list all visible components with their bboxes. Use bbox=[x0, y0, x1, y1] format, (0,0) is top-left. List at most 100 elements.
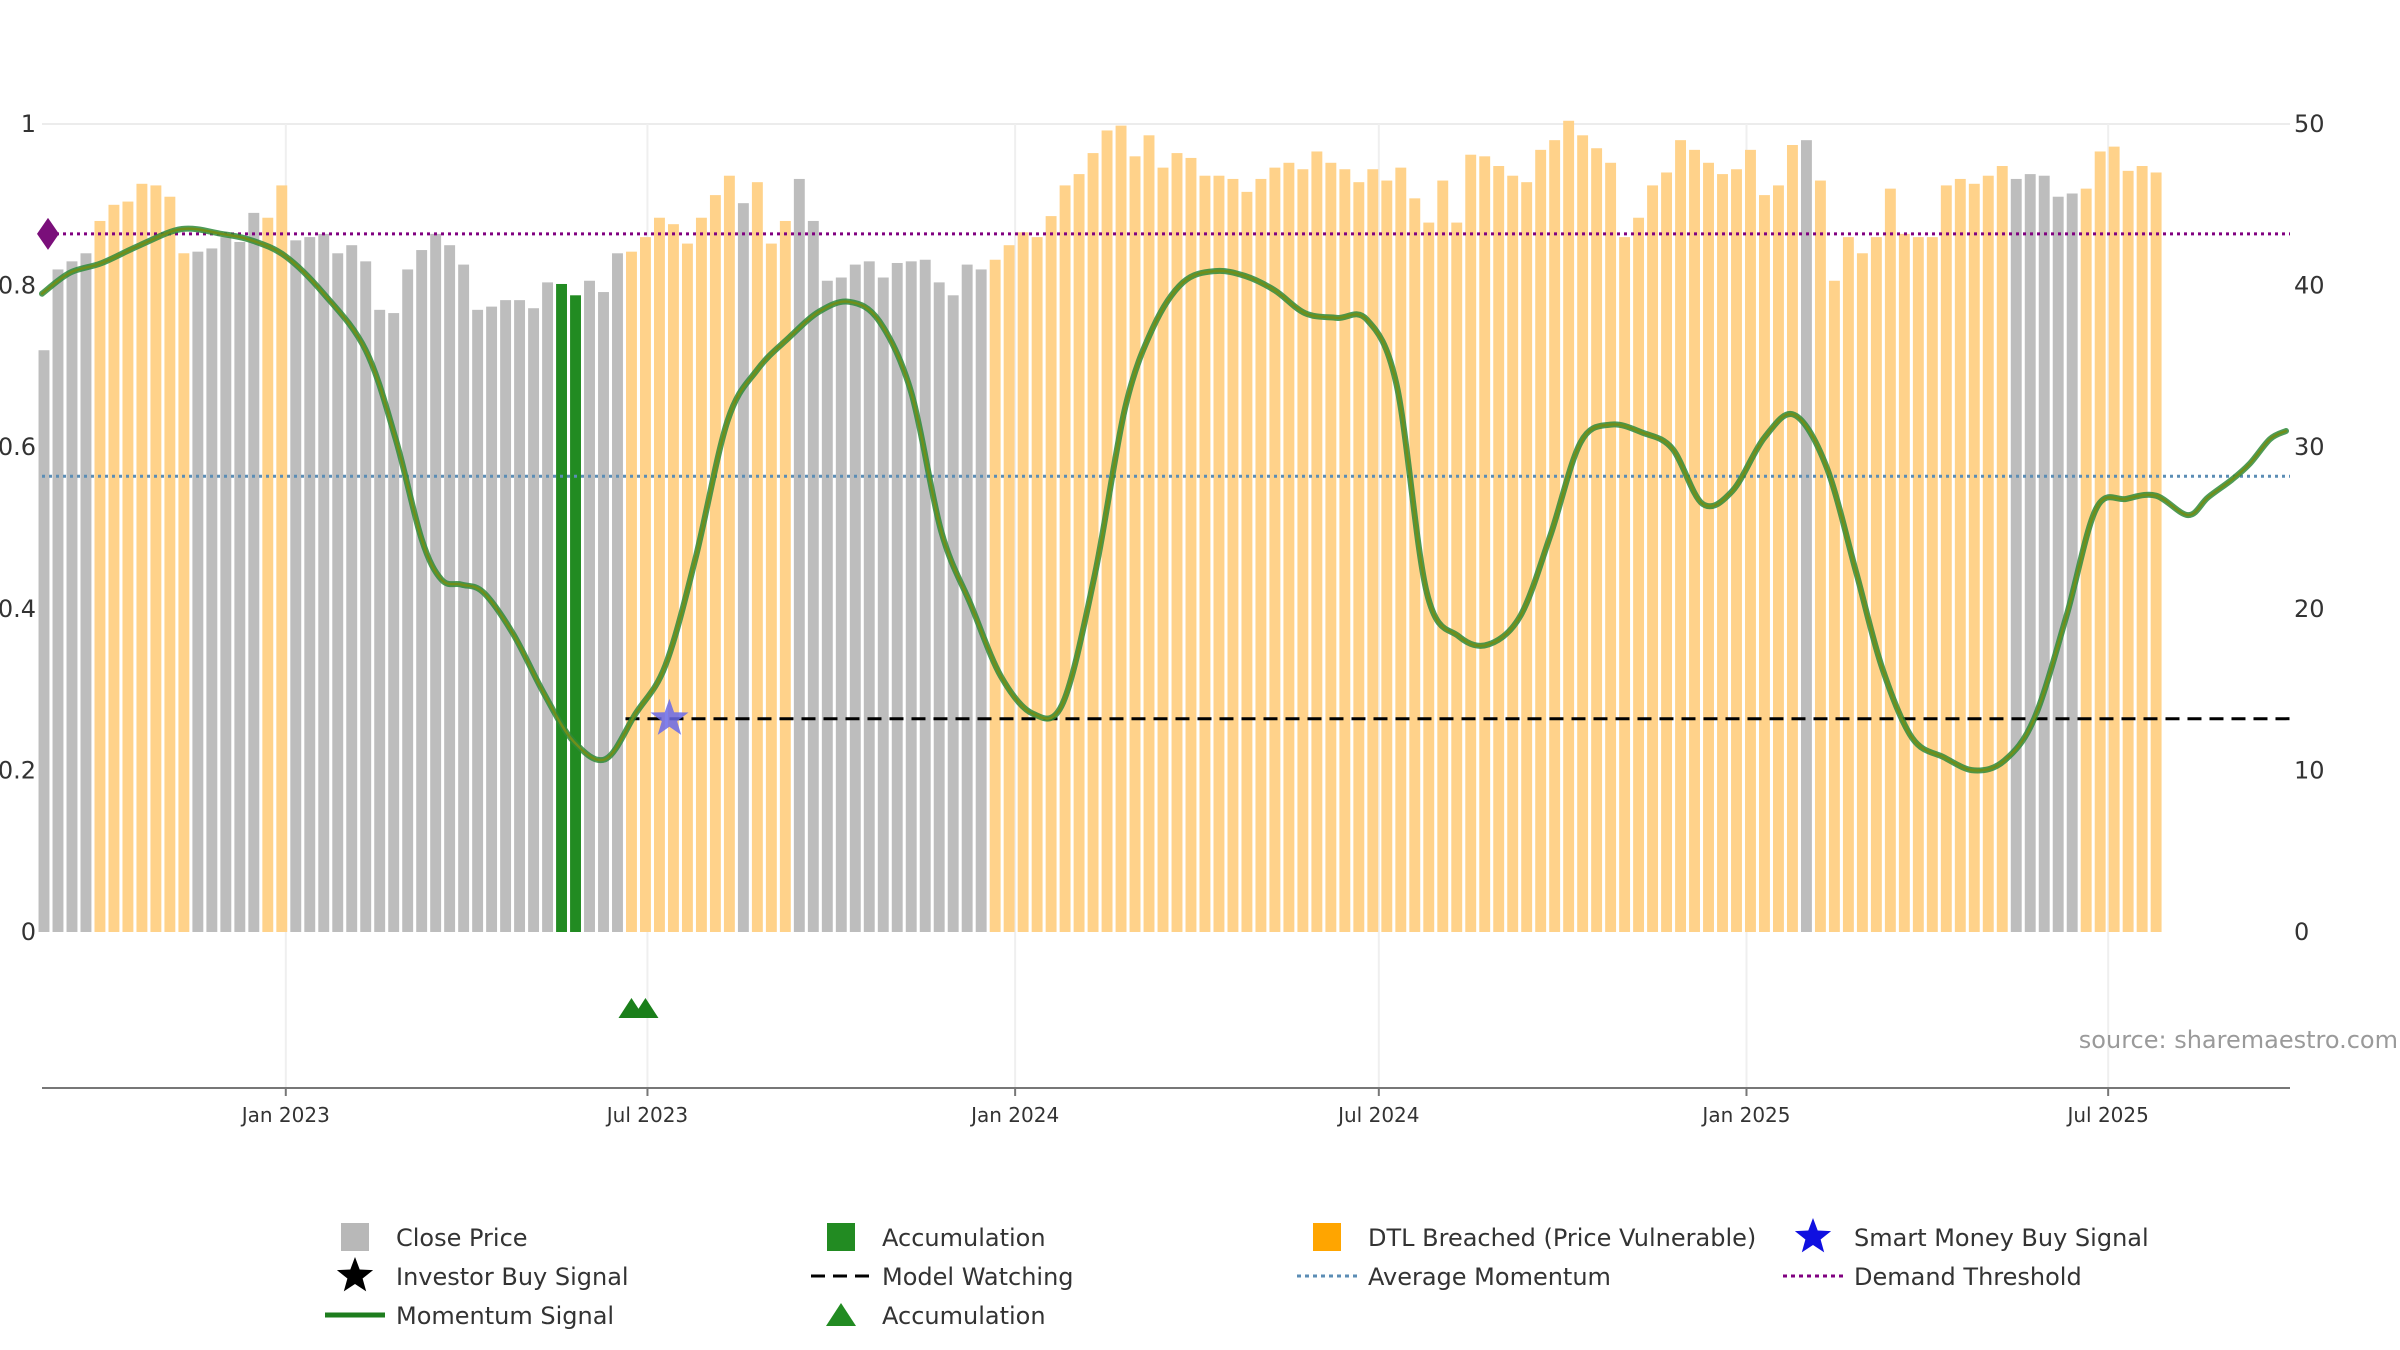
bar-close-price bbox=[53, 269, 64, 932]
bar-dtl-breached bbox=[1395, 168, 1406, 932]
bar-dtl-breached bbox=[150, 185, 161, 932]
legend-label: Investor Buy Signal bbox=[396, 1263, 629, 1291]
bar-dtl-breached bbox=[1633, 218, 1644, 932]
bar-dtl-breached bbox=[1046, 216, 1057, 932]
bar-accumulation bbox=[556, 284, 567, 932]
right-y-tick-label: 50 bbox=[2294, 110, 2325, 138]
bar-dtl-breached bbox=[1325, 163, 1336, 932]
right-y-tick-label: 40 bbox=[2294, 272, 2325, 300]
bar-dtl-breached bbox=[1200, 176, 1211, 932]
bar-dtl-breached bbox=[1088, 153, 1099, 932]
bar-dtl-breached bbox=[2123, 171, 2134, 932]
bar-close-price bbox=[906, 261, 917, 932]
bar-dtl-breached bbox=[1745, 150, 1756, 932]
bar-close-price bbox=[612, 253, 623, 932]
bar-close-price bbox=[248, 213, 259, 932]
bar-dtl-breached bbox=[1381, 181, 1392, 932]
bar-dtl-breached bbox=[1927, 237, 1938, 932]
bar-dtl-breached bbox=[1619, 237, 1630, 932]
bar-close-price bbox=[808, 221, 819, 932]
bar-close-price bbox=[1801, 140, 1812, 932]
bar-dtl-breached bbox=[1074, 174, 1085, 932]
bar-close-price bbox=[2039, 176, 2050, 932]
left-y-tick-label: 0.2 bbox=[0, 756, 36, 784]
left-y-tick-label: 1 bbox=[21, 110, 36, 138]
bar-dtl-breached bbox=[178, 253, 189, 932]
bar-dtl-breached bbox=[668, 224, 679, 932]
right-y-tick-label: 20 bbox=[2294, 595, 2325, 623]
bar-dtl-breached bbox=[94, 221, 105, 932]
bar-close-price bbox=[206, 248, 217, 932]
bar-dtl-breached bbox=[2137, 166, 2148, 932]
bar-dtl-breached bbox=[1116, 126, 1127, 932]
legend-label: Close Price bbox=[396, 1224, 528, 1252]
bar-dtl-breached bbox=[1843, 237, 1854, 932]
bar-close-price bbox=[402, 269, 413, 932]
bar-close-price bbox=[458, 265, 469, 932]
right-y-tick-label: 30 bbox=[2294, 433, 2325, 461]
bar-close-price bbox=[67, 261, 78, 932]
bar-dtl-breached bbox=[1144, 135, 1155, 932]
bar-dtl-breached bbox=[1689, 150, 1700, 932]
bar-dtl-breached bbox=[108, 205, 119, 932]
bar-dtl-breached bbox=[1647, 185, 1658, 932]
bar-close-price bbox=[934, 282, 945, 932]
bar-dtl-breached bbox=[1997, 166, 2008, 932]
left-y-tick-label: 0.4 bbox=[0, 595, 36, 623]
left-y-tick-label: 0.8 bbox=[0, 272, 36, 300]
bar-dtl-breached bbox=[1591, 148, 1602, 932]
bar-close-price bbox=[388, 313, 399, 932]
x-tick-label: Jul 2025 bbox=[2065, 1103, 2148, 1127]
right-y-tick-label: 0 bbox=[2294, 918, 2309, 946]
bar-dtl-breached bbox=[710, 195, 721, 932]
left-y-tick-label: 0.6 bbox=[0, 433, 36, 461]
bar-dtl-breached bbox=[752, 182, 763, 932]
bar-dtl-breached bbox=[1717, 174, 1728, 932]
source-label: source: sharemaestro.com bbox=[2079, 1026, 2398, 1054]
bar-dtl-breached bbox=[1913, 237, 1924, 932]
bar-dtl-breached bbox=[2151, 172, 2162, 932]
chart: Jan 2023 Jul 2023 Jan 2024 Jul 2024 Jan 2025… bbox=[0, 0, 2400, 1350]
bar-dtl-breached bbox=[640, 237, 651, 932]
legend-label: DTL Breached (Price Vulnerable) bbox=[1368, 1224, 1756, 1252]
bar-close-price bbox=[332, 253, 343, 932]
bar-dtl-breached bbox=[1297, 169, 1308, 932]
bar-dtl-breached bbox=[696, 218, 707, 932]
x-tick-label: Jan 2023 bbox=[240, 1103, 330, 1127]
bar-dtl-breached bbox=[1815, 181, 1826, 932]
bar-close-price bbox=[528, 308, 539, 932]
bar-close-price bbox=[430, 234, 441, 932]
bar-close-price bbox=[542, 282, 553, 932]
legend-label: Smart Money Buy Signal bbox=[1854, 1224, 2149, 1252]
bar-close-price bbox=[2067, 193, 2078, 932]
bar-dtl-breached bbox=[1969, 184, 1980, 932]
bar-dtl-breached bbox=[1885, 189, 1896, 932]
legend-label: Model Watching bbox=[882, 1263, 1074, 1291]
legend-square-icon bbox=[341, 1223, 369, 1251]
bar-close-price bbox=[822, 281, 833, 932]
bar-dtl-breached bbox=[1521, 182, 1532, 932]
bar-dtl-breached bbox=[1899, 234, 1910, 932]
bar-close-price bbox=[234, 242, 245, 932]
bar-close-price bbox=[836, 278, 847, 932]
bar-dtl-breached bbox=[1255, 179, 1266, 932]
bar-dtl-breached bbox=[1563, 121, 1574, 932]
legend-label: Demand Threshold bbox=[1854, 1263, 2082, 1291]
bar-dtl-breached bbox=[2109, 147, 2120, 932]
legend-label: Average Momentum bbox=[1368, 1263, 1611, 1291]
bar-dtl-breached bbox=[1018, 232, 1029, 932]
bar-dtl-breached bbox=[1172, 153, 1183, 932]
bar-dtl-breached bbox=[1437, 181, 1448, 932]
bar-close-price bbox=[486, 307, 497, 932]
bar-dtl-breached bbox=[164, 197, 175, 932]
bar-dtl-breached bbox=[1871, 237, 1882, 932]
bar-dtl-breached bbox=[276, 185, 287, 932]
legend-label: Accumulation bbox=[882, 1224, 1046, 1252]
bar-dtl-breached bbox=[1731, 169, 1742, 932]
bar-close-price bbox=[584, 281, 595, 932]
bar-dtl-breached bbox=[1367, 169, 1378, 932]
bar-dtl-breached bbox=[1214, 176, 1225, 932]
bar-accumulation bbox=[570, 295, 581, 932]
x-tick-label: Jul 2023 bbox=[605, 1103, 688, 1127]
bar-dtl-breached bbox=[1605, 163, 1616, 932]
